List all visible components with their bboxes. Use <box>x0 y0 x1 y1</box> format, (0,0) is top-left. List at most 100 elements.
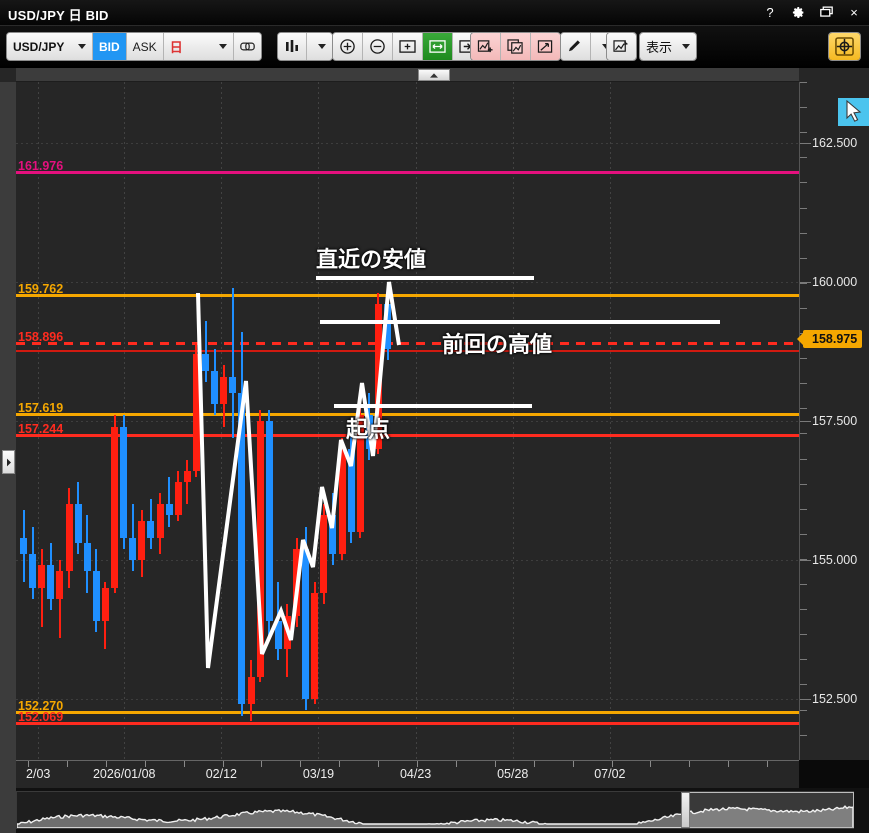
pencil-icon[interactable] <box>561 33 591 60</box>
candle-body[interactable] <box>138 521 146 560</box>
price-line[interactable] <box>16 294 799 298</box>
grid-line-horizontal <box>16 143 799 145</box>
candle-body[interactable] <box>238 393 246 705</box>
time-axis[interactable]: 2/03 2026/01/08 02/12 03/19 04/23 05/28 07/02 <box>16 760 799 788</box>
candle-body[interactable] <box>129 537 137 560</box>
axis-tick <box>800 358 807 360</box>
candle-body[interactable] <box>74 504 82 544</box>
navigator-track[interactable] <box>16 791 854 829</box>
gear-icon[interactable] <box>789 3 807 21</box>
candle-body[interactable] <box>183 471 191 483</box>
candle-body[interactable] <box>120 426 128 538</box>
candle-body[interactable] <box>202 354 209 371</box>
chart-type-dropdown[interactable] <box>307 33 332 60</box>
display-label: 表示 <box>646 41 673 56</box>
candle-body[interactable] <box>247 676 255 705</box>
link-icon[interactable] <box>233 33 261 60</box>
axis-tick <box>611 761 613 767</box>
chart-navigator[interactable] <box>0 788 869 833</box>
price-line[interactable] <box>16 413 799 417</box>
bar-chart-icon[interactable] <box>278 33 307 60</box>
symbol-selector[interactable]: USD/JPY <box>7 33 93 60</box>
navigator-handle[interactable] <box>681 792 690 828</box>
annotation-text[interactable]: 起点 <box>346 418 391 443</box>
candle-body[interactable] <box>165 504 173 516</box>
axis-corner <box>799 760 869 788</box>
collapse-panel-button[interactable] <box>418 69 450 81</box>
candle-body[interactable] <box>174 482 182 516</box>
ask-tab[interactable]: ASK <box>126 33 164 60</box>
candle-body[interactable] <box>320 515 328 594</box>
candle-body[interactable] <box>65 504 73 572</box>
axis-tick <box>800 508 807 510</box>
candle-body[interactable] <box>29 554 37 588</box>
candle-body[interactable] <box>211 370 219 405</box>
candle-body[interactable] <box>192 354 200 471</box>
axis-tick <box>105 761 107 767</box>
candle-body[interactable] <box>92 571 100 622</box>
mouse-cursor <box>838 98 869 126</box>
candle-body[interactable] <box>293 548 300 616</box>
fit-width-icon[interactable] <box>423 33 453 60</box>
trend-icon[interactable] <box>531 33 560 60</box>
candle-body[interactable] <box>47 565 55 599</box>
indicator-icon[interactable] <box>501 33 531 60</box>
indicator-group <box>470 32 561 61</box>
annotation-line[interactable] <box>320 320 720 324</box>
candle-body[interactable] <box>101 587 109 622</box>
expand-left-panel-handle[interactable] <box>2 450 15 474</box>
restore-window-icon[interactable] <box>817 3 835 21</box>
candle-body[interactable] <box>147 521 155 538</box>
candle-body[interactable] <box>38 565 46 588</box>
price-line[interactable] <box>16 721 799 725</box>
zoom-out-icon[interactable] <box>363 33 393 60</box>
candle-body[interactable] <box>384 304 391 349</box>
candle-body[interactable] <box>265 421 273 622</box>
price-plot[interactable]: 161.976 159.762 158.896 157.619 157.244 152.2… <box>16 82 799 760</box>
add-indicator-icon[interactable] <box>471 33 501 60</box>
candle-body[interactable] <box>311 593 319 699</box>
navigator-selection[interactable] <box>686 792 854 828</box>
price-axis[interactable]: 162.500 160.000 157.500 155.000 152.500 158.9… <box>796 82 869 761</box>
timeframe-selector[interactable]: 日 <box>163 33 234 60</box>
candle-body[interactable] <box>302 548 310 699</box>
candle-body[interactable] <box>229 376 237 394</box>
annotation-line[interactable] <box>316 276 534 280</box>
candle-body[interactable] <box>220 376 228 405</box>
candle-body[interactable] <box>156 504 164 538</box>
candle-body[interactable] <box>83 543 91 572</box>
price-line[interactable] <box>16 171 799 175</box>
help-button[interactable]: ? <box>766 4 774 20</box>
price-line-label: 157.619 <box>18 401 64 416</box>
close-button[interactable]: × <box>850 4 858 20</box>
candle-body[interactable] <box>338 448 346 555</box>
crosshair-icon[interactable] <box>829 33 860 60</box>
axis-tick <box>800 132 807 134</box>
axis-tick <box>494 761 496 767</box>
time-axis-label: 04/23 <box>399 767 432 781</box>
bid-tab[interactable]: BID <box>93 33 127 60</box>
candle-body[interactable] <box>274 621 282 649</box>
axis-tick <box>800 659 807 661</box>
candle-body[interactable] <box>329 515 337 555</box>
annotation-text[interactable]: 直近の安値 <box>316 248 427 273</box>
price-line[interactable] <box>16 710 799 714</box>
candle-body[interactable] <box>283 615 291 649</box>
candle-body[interactable] <box>20 537 27 555</box>
annotation-text[interactable]: 前回の高値 <box>442 333 553 358</box>
candle-body[interactable] <box>347 448 355 533</box>
snapshot-icon[interactable] <box>607 33 636 60</box>
price-line[interactable] <box>16 434 799 438</box>
price-line[interactable] <box>16 342 799 346</box>
axis-tick <box>800 558 807 560</box>
annotation-line[interactable] <box>334 404 532 408</box>
candle-body[interactable] <box>56 571 64 599</box>
price-line[interactable] <box>16 349 799 352</box>
display-menu[interactable]: 表示 <box>640 33 696 60</box>
navigator-rail-right <box>854 788 869 833</box>
candle-body[interactable] <box>256 421 264 677</box>
candle-body[interactable] <box>111 426 118 588</box>
timeframe-label: 日 <box>169 41 183 56</box>
fit-icon[interactable] <box>393 33 423 60</box>
zoom-in-icon[interactable] <box>333 33 363 60</box>
